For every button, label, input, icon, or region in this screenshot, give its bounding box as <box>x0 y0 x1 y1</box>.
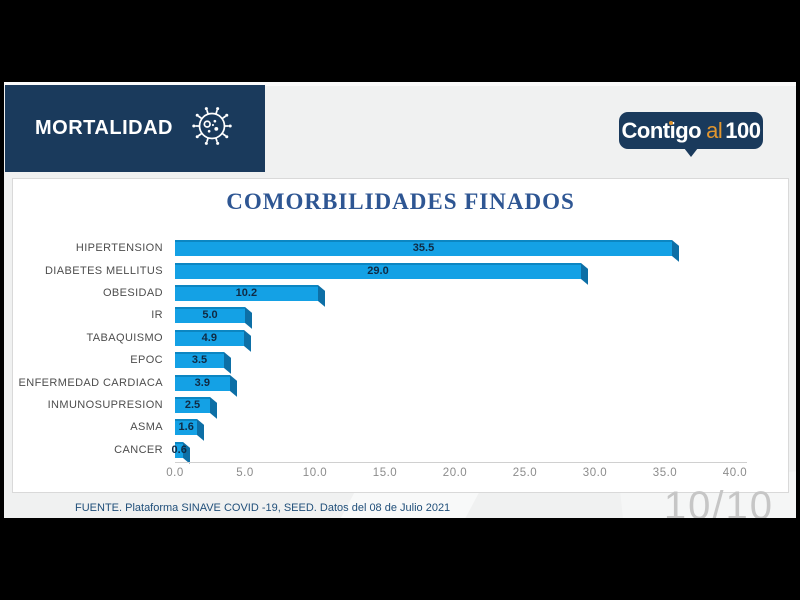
axis-tick-label: 30.0 <box>582 467 608 479</box>
category-label: ENFERMEDAD CARDIACA <box>18 376 163 389</box>
bar-track: 4.9 <box>175 329 788 346</box>
chart-panel: COMORBILIDADES FINADOS HIPERTENSION 35.5 D… <box>12 178 789 493</box>
category-label: OBESIDAD <box>102 286 163 299</box>
bar <box>175 374 230 391</box>
bar <box>175 352 224 369</box>
bar-track: 3.9 <box>175 374 788 391</box>
page-indicator: 10/10 <box>663 484 774 518</box>
bar-value-label: 0.6 <box>171 443 187 456</box>
bar <box>175 284 318 301</box>
axis-tick-label: 35.0 <box>652 467 678 479</box>
bar-track: 0.6 <box>171 441 788 458</box>
bar <box>175 419 198 436</box>
chart-row: EPOC 3.5 <box>13 349 788 371</box>
axis-tick-label: 0.0 <box>166 467 184 479</box>
bar-value-label: 1.6 <box>178 421 194 434</box>
bar-track: 10.2 <box>175 284 788 301</box>
bar-track: 2.5 <box>175 396 788 413</box>
background-sheen <box>4 82 796 86</box>
bar-value-label: 10.2 <box>235 286 258 299</box>
bar-track: 1.6 <box>175 419 788 436</box>
bar <box>175 307 245 324</box>
source-note: FUENTE. Plataforma SINAVE COVID -19, SEE… <box>75 502 451 514</box>
logo-text-al: al <box>706 117 723 143</box>
bar <box>175 329 244 346</box>
category-label: IR <box>151 309 163 322</box>
category-label: EPOC <box>130 354 163 367</box>
logo-text-contigo: Contigo <box>621 117 702 143</box>
category-label: HIPERTENSION <box>75 242 163 255</box>
bar-value-label: 5.0 <box>202 309 218 322</box>
category-label: TABAQUISMO <box>86 331 163 344</box>
axis-tick-label: 20.0 <box>442 467 468 479</box>
axis-tick-label: 40.0 <box>722 467 748 479</box>
chart-row: HIPERTENSION 35.5 <box>13 237 788 259</box>
bar <box>175 262 581 279</box>
chart-row: OBESIDAD 10.2 <box>13 282 788 304</box>
bar <box>175 441 184 458</box>
bar-value-label: 3.9 <box>194 376 210 389</box>
chart-row: CANCER 0.6 <box>13 439 788 461</box>
x-axis-ticks: 0.0 5.0 10.0 15.0 20.0 25.0 30.0 35.0 40.0 <box>13 467 788 483</box>
bar-value-label: 4.9 <box>201 331 217 344</box>
category-label: DIABETES MELLITUS <box>44 264 163 277</box>
logo-text-100: 100 <box>725 117 761 143</box>
slide-content: MORTALIDAD Contigo <box>4 82 796 518</box>
category-label: CANCER <box>114 443 163 456</box>
axis-tick-label: 10.0 <box>302 467 328 479</box>
chart-row: INMUNOSUPRESION 2.5 <box>13 394 788 416</box>
x-axis-line <box>175 462 747 463</box>
bar-value-label: 2.5 <box>184 398 201 411</box>
bar-track: 5.0 <box>175 307 788 324</box>
chart-row: IR 5.0 <box>13 304 788 326</box>
category-label: ASMA <box>130 421 163 434</box>
category-label: INMUNOSUPRESION <box>47 398 163 411</box>
chart-row: TABAQUISMO 4.9 <box>13 327 788 349</box>
axis-tick-label: 5.0 <box>236 467 254 479</box>
contigo-al-100-logo: Contigo al 100 <box>619 112 763 157</box>
bar-track: 35.5 <box>175 240 788 257</box>
section-title: MORTALIDAD <box>35 117 173 139</box>
axis-tick-label: 25.0 <box>512 467 538 479</box>
bar <box>175 240 672 257</box>
section-header-panel: MORTALIDAD <box>5 85 265 172</box>
chart-row: ASMA 1.6 <box>13 416 788 438</box>
axis-tick-label: 15.0 <box>372 467 398 479</box>
bar-track: 29.0 <box>175 262 788 279</box>
chart-row: ENFERMEDAD CARDIACA 3.9 <box>13 371 788 393</box>
bar-value-label: 35.5 <box>412 242 435 255</box>
bar-value-label: 3.5 <box>191 354 208 367</box>
chart-rows: HIPERTENSION 35.5 DIABETES MELLITUS 29.0 OBE… <box>13 237 788 461</box>
coronavirus-icon <box>189 103 235 154</box>
bar <box>175 396 210 413</box>
bar-value-label: 29.0 <box>367 264 389 277</box>
chart-title: COMORBILIDADES FINADOS <box>226 189 575 214</box>
chart-row: DIABETES MELLITUS 29.0 <box>13 259 788 281</box>
bar-track: 3.5 <box>175 352 788 369</box>
